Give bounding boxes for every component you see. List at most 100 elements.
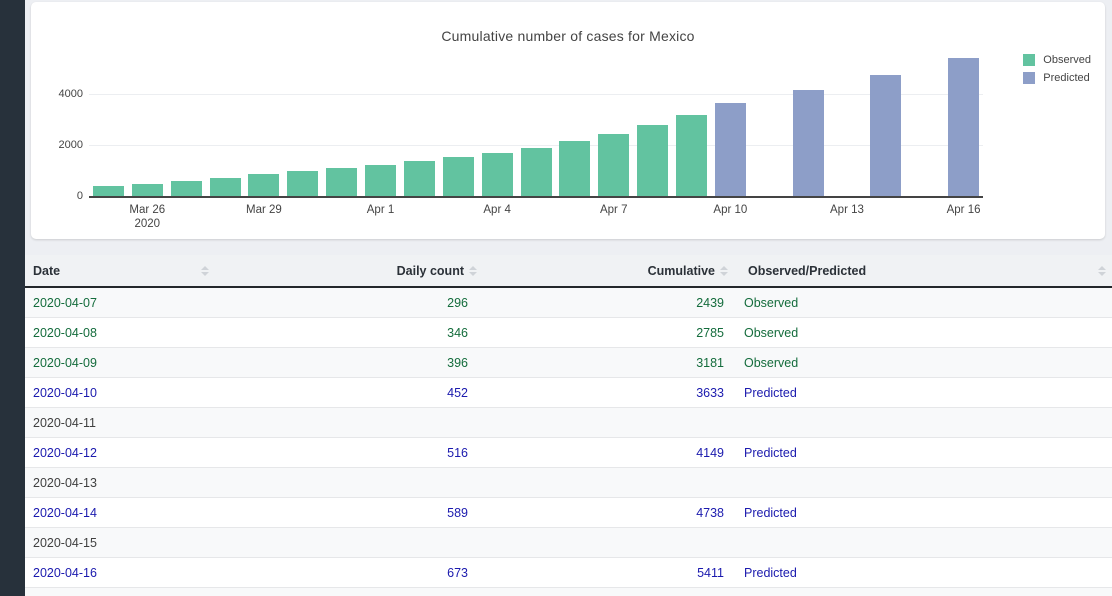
sort-icon[interactable] <box>1098 265 1106 276</box>
observed-bar[interactable] <box>326 168 358 196</box>
cell-observed-predicted: Predicted <box>744 565 797 580</box>
cell-date: 2020-04-11 <box>33 415 97 430</box>
data-table: Date Daily count Cumulative Observed/Pre… <box>25 255 1112 596</box>
observed-bar[interactable] <box>442 157 474 196</box>
x-tick-label: Apr 10 <box>713 204 748 216</box>
predicted-bar[interactable] <box>714 103 746 196</box>
cell-daily-count: 346 <box>447 325 468 340</box>
table-row: 2020-04-08 346 2785 Observed <box>25 318 1112 348</box>
legend-item-predicted[interactable]: Predicted <box>1023 70 1091 86</box>
x-tick-label: Apr 16 <box>946 204 981 216</box>
table-row: 2020-04-11 <box>25 408 1112 438</box>
cell-date: 2020-04-16 <box>33 565 97 580</box>
column-header-cumulative[interactable]: Cumulative <box>480 255 732 286</box>
cell-cumulative: 3181 <box>696 355 724 370</box>
observed-bar[interactable] <box>131 183 163 196</box>
cell-daily-count: 673 <box>447 565 468 580</box>
table-row: 2020-04-09 396 3181 Observed <box>25 348 1112 378</box>
y-tick-label: 0 <box>76 190 83 202</box>
observed-bar[interactable] <box>559 141 591 196</box>
cell-cumulative: 2439 <box>696 295 724 310</box>
predicted-bar[interactable] <box>792 90 824 196</box>
cell-date: 2020-04-12 <box>33 445 97 460</box>
observed-bar[interactable] <box>248 174 280 196</box>
cell-daily-count: 589 <box>447 505 468 520</box>
table-row: 2020-04-15 <box>25 528 1112 558</box>
x-tick-label: Apr 1 <box>366 204 395 216</box>
y-tick-label: 4000 <box>58 88 83 100</box>
cell-date: 2020-04-09 <box>33 355 97 370</box>
cell-date: 2020-04-10 <box>33 385 97 400</box>
chart-legend: Observed Predicted <box>1023 52 1091 88</box>
table-row: 2020-04-14 589 4738 Predicted <box>25 498 1112 528</box>
column-header-date[interactable]: Date <box>25 255 215 286</box>
predicted-swatch-icon <box>1023 72 1036 84</box>
sort-icon[interactable] <box>469 265 477 276</box>
legend-item-observed[interactable]: Observed <box>1023 52 1091 68</box>
observed-bar[interactable] <box>598 133 630 196</box>
cell-observed-predicted: Observed <box>744 295 799 310</box>
x-tick-label: Mar 26 2020 <box>129 204 166 230</box>
sidebar[interactable] <box>0 0 25 596</box>
chart-card: 0 2000 4000 Mar 26 2020 Mar 29 Apr 1 Apr 4 Apr 7… <box>31 2 1105 239</box>
cell-cumulative: 4149 <box>696 445 724 460</box>
cell-cumulative: 2785 <box>696 325 724 340</box>
observed-bar[interactable] <box>209 177 241 196</box>
cell-daily-count: 452 <box>447 385 468 400</box>
x-tick-label: Apr 4 <box>483 204 511 216</box>
cell-daily-count: 296 <box>447 295 468 310</box>
column-header-daily-count-label: Daily count <box>396 263 464 278</box>
x-tick-label: Apr 13 <box>830 204 864 216</box>
cell-date: 2020-04-13 <box>33 475 97 490</box>
cell-cumulative: 4738 <box>696 505 724 520</box>
x-tick-label: Mar 29 <box>246 204 282 216</box>
sort-icon[interactable] <box>720 265 728 276</box>
column-header-daily-count[interactable]: Daily count <box>215 255 480 286</box>
observed-bar[interactable] <box>403 160 435 196</box>
observed-bar[interactable] <box>520 147 552 196</box>
observed-bar[interactable] <box>637 124 669 196</box>
table-row: 2020-04-10 452 3633 Predicted <box>25 378 1112 408</box>
table-row: 2020-04-12 516 4149 Predicted <box>25 438 1112 468</box>
cell-observed-predicted: Observed <box>744 355 799 370</box>
observed-bar[interactable] <box>365 165 397 196</box>
observed-bar[interactable] <box>481 152 513 196</box>
table-header-row: Date Daily count Cumulative Observed/Pre… <box>25 255 1112 288</box>
sort-icon[interactable] <box>201 265 209 276</box>
x-axis-line <box>89 196 983 198</box>
observed-bar[interactable] <box>92 185 124 196</box>
cell-observed-predicted: Predicted <box>744 445 797 460</box>
x-tick-label: Apr 7 <box>599 204 628 216</box>
cell-observed-predicted: Observed <box>744 325 799 340</box>
cell-observed-predicted: Predicted <box>744 385 797 400</box>
column-header-cumulative-label: Cumulative <box>647 263 715 278</box>
column-header-date-label: Date <box>33 263 61 278</box>
column-header-observed-predicted-label: Observed/Predicted <box>748 263 867 278</box>
cell-daily-count: 516 <box>447 445 468 460</box>
observed-bar[interactable] <box>287 170 319 196</box>
table-row: 2020-04-16 673 5411 Predicted <box>25 558 1112 588</box>
partial-next-row <box>25 588 1112 596</box>
column-header-observed-predicted[interactable]: Observed/Predicted <box>732 255 1112 286</box>
chart-plot-area[interactable]: 0 2000 4000 Mar 26 2020 Mar 29 Apr 1 Apr 4 Apr 7… <box>31 2 1105 239</box>
cell-observed-predicted: Predicted <box>744 505 797 520</box>
gridline <box>89 94 983 95</box>
table-body: 2020-04-07 296 2439 Observed 2020-04-08 346 27… <box>25 288 1112 588</box>
observed-bar[interactable] <box>675 114 707 196</box>
cell-date: 2020-04-07 <box>33 295 97 310</box>
cell-daily-count: 396 <box>447 355 468 370</box>
cell-date: 2020-04-14 <box>33 505 97 520</box>
predicted-bar[interactable] <box>870 75 902 196</box>
cell-date: 2020-04-15 <box>33 535 97 550</box>
observed-bar[interactable] <box>170 181 202 196</box>
predicted-bar[interactable] <box>948 58 980 196</box>
legend-label-observed: Observed <box>1043 54 1091 66</box>
table-row: 2020-04-07 296 2439 Observed <box>25 288 1112 318</box>
legend-label-predicted: Predicted <box>1043 72 1090 84</box>
cell-cumulative: 3633 <box>696 385 724 400</box>
y-tick-label: 2000 <box>58 139 83 151</box>
chart-title: Cumulative number of cases for Mexico <box>441 28 695 44</box>
gridline <box>89 145 983 146</box>
cell-date: 2020-04-08 <box>33 325 97 340</box>
